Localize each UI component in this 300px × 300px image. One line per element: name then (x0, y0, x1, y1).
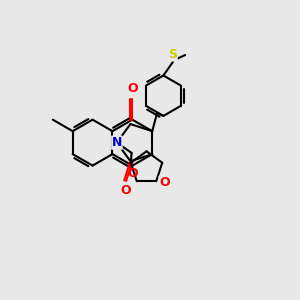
Text: S: S (168, 48, 177, 61)
Text: O: O (120, 184, 131, 197)
Text: O: O (127, 82, 138, 95)
Text: N: N (112, 136, 122, 149)
Text: O: O (159, 176, 170, 189)
Text: O: O (127, 167, 138, 180)
